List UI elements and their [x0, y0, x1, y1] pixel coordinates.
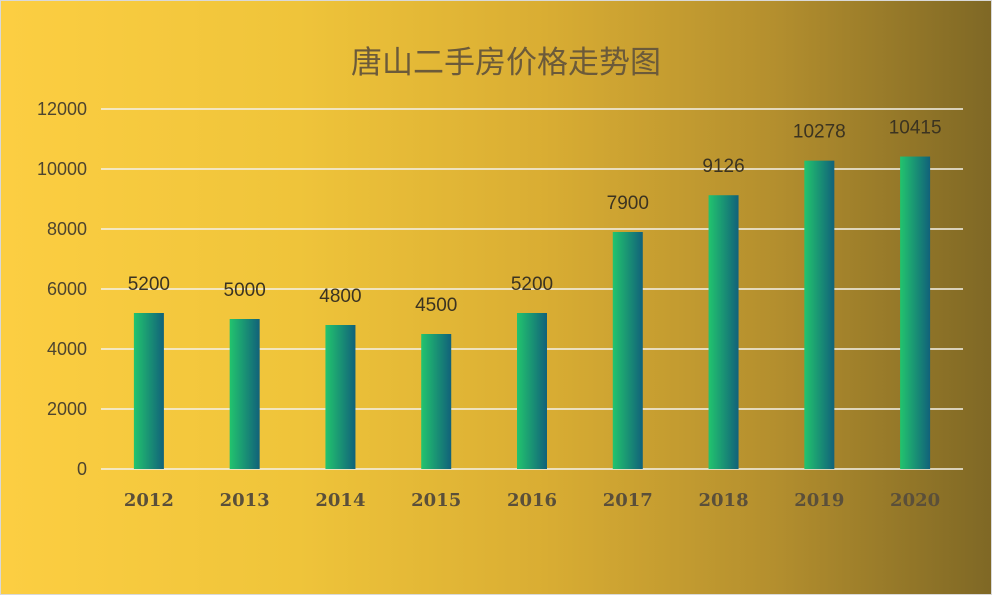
x-tick-label: 2012	[124, 490, 174, 511]
y-tick-label: 2000	[47, 399, 87, 419]
bar	[421, 334, 452, 469]
x-tick-label: 2020	[890, 490, 940, 511]
y-tick-label: 6000	[47, 279, 87, 299]
x-tick-label: 2016	[507, 490, 557, 511]
y-tick-label: 12000	[37, 99, 87, 119]
chart-title: 唐山二手房价格走势图	[351, 45, 661, 81]
bar	[229, 319, 260, 469]
bar	[804, 160, 835, 469]
data-label: 5200	[128, 274, 170, 295]
data-label: 4800	[319, 286, 361, 307]
x-tick-label: 2017	[603, 490, 653, 511]
x-tick-label: 2015	[411, 490, 461, 511]
data-label: 9126	[702, 156, 744, 177]
bar	[325, 325, 356, 469]
data-label: 10278	[793, 122, 846, 143]
data-labels: 5200 5000 4800 4500 5200 7900 9126 10278 10415	[128, 118, 942, 316]
bar	[133, 313, 164, 469]
y-tick-label: 4000	[47, 339, 87, 359]
bar	[708, 195, 739, 469]
y-tick-label: 0	[77, 459, 87, 479]
y-tick-label: 10000	[37, 159, 87, 179]
data-label: 10415	[889, 118, 942, 139]
bar	[517, 313, 547, 469]
x-tick-label: 2018	[699, 490, 749, 511]
bar	[900, 156, 931, 470]
y-axis-ticks: 0 2000 4000 6000 8000 10000 12000	[37, 99, 87, 479]
x-tick-label: 2014	[315, 490, 365, 511]
y-tick-label: 8000	[47, 219, 87, 239]
bar	[612, 232, 643, 469]
x-axis-ticks: 2012 2013 2014 2015 2016 2017 2018 2019 2020	[124, 490, 940, 511]
bar-series	[133, 156, 931, 470]
data-label: 4500	[415, 295, 457, 316]
data-label: 5000	[224, 280, 266, 301]
x-tick-label: 2019	[794, 490, 844, 511]
data-label: 5200	[511, 274, 553, 295]
data-label: 7900	[607, 193, 649, 214]
x-tick-label: 2013	[220, 490, 270, 511]
